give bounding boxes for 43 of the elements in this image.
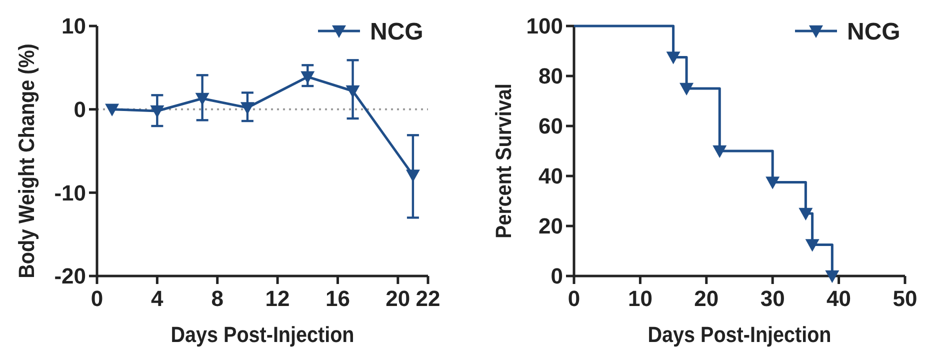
x-tick-label: 0 [568,286,580,311]
y-tick-label: -10 [54,180,86,206]
y-tick-label: -20 [54,264,86,289]
y-tick-label: 40 [538,164,563,189]
x-tick-label: 30 [760,286,785,311]
x-tick-label: 40 [826,286,852,311]
y-tick-label: 100 [526,14,563,39]
x-tick-label: 20 [694,286,719,311]
point [680,82,694,96]
x-axis-title: Days Post-Injection [170,323,354,348]
y-tick-label: 0 [550,264,563,289]
point [195,92,210,106]
x-tick-label: 20 [386,286,410,311]
y-tick-label: 60 [538,114,563,139]
y-axis-title: Body Weight Change (%) [15,44,40,278]
point [105,104,120,116]
x-tick-label: 8 [211,286,224,311]
y-tick-label: 20 [538,214,563,239]
x-tick-label: 12 [265,286,290,311]
point [300,71,315,84]
x-tick-label: 4 [151,286,164,311]
legend-label: NCG [370,18,424,46]
point [666,52,680,64]
x-tick-label: 16 [325,286,350,311]
point [798,208,813,220]
point [150,105,164,118]
y-axis-title: Percent Survival [492,83,516,239]
point [766,176,780,190]
y-tick-label: 80 [538,64,563,89]
point [805,239,820,252]
point [712,145,727,158]
y-tick-label: 10 [62,14,86,39]
y-tick-label: 0 [74,97,86,122]
point [346,85,360,98]
x-tick-label: 0 [90,286,104,311]
x-tick-label: 50 [892,286,918,311]
x-tick-label: 10 [628,286,652,311]
x-tick-label: 22 [416,286,440,311]
point [240,102,254,115]
point [406,170,420,182]
point [825,270,840,283]
legend-label: NCG [847,18,900,46]
x-axis-title: Days Post-Injection [648,323,832,348]
